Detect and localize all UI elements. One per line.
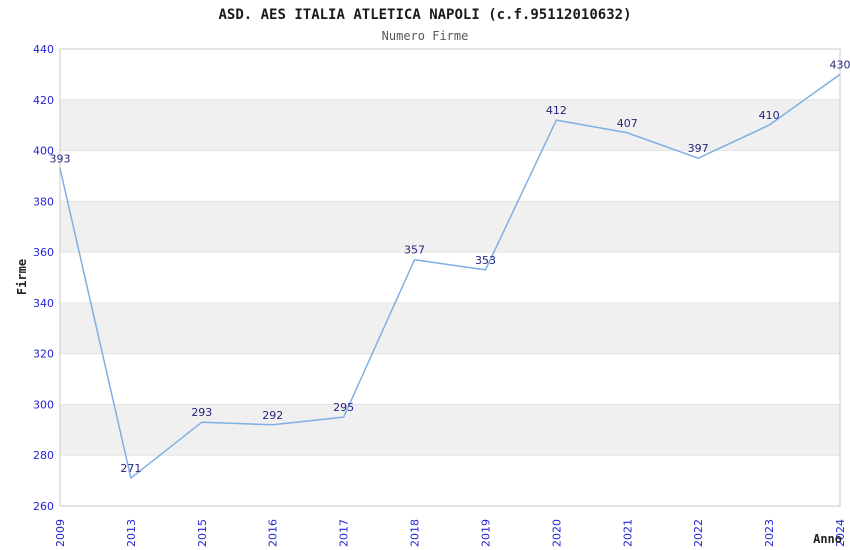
x-tick-label: 2013 bbox=[125, 519, 138, 547]
plot-band bbox=[60, 99, 840, 151]
x-tick-label: 2021 bbox=[621, 519, 634, 547]
y-tick-label: 420 bbox=[33, 94, 54, 107]
x-tick-label: 2023 bbox=[763, 519, 776, 547]
data-labels-layer: 393 271 293 292 295 357 353 412 407 397 410 430 bbox=[50, 58, 850, 475]
series-layer bbox=[59, 73, 841, 479]
x-tick-label: 2019 bbox=[479, 519, 492, 547]
series-line bbox=[59, 73, 841, 479]
data-point-label: 271 bbox=[120, 462, 141, 475]
data-point-label: 412 bbox=[546, 104, 567, 117]
data-point-label: 430 bbox=[830, 58, 850, 71]
y-tick-label: 380 bbox=[33, 195, 54, 208]
y-tick-label: 300 bbox=[33, 398, 54, 411]
data-point-label: 353 bbox=[475, 254, 496, 267]
chart-subtitle: Numero Firme bbox=[382, 29, 469, 43]
plot-band bbox=[60, 201, 840, 253]
data-point-label: 407 bbox=[617, 117, 638, 130]
data-point-label: 357 bbox=[404, 244, 425, 257]
plot-border bbox=[59, 48, 841, 507]
y-tick-label: 440 bbox=[33, 43, 54, 56]
y-axis-title: Firme bbox=[15, 259, 29, 295]
data-point-label: 410 bbox=[759, 109, 780, 122]
data-point-label: 397 bbox=[688, 142, 709, 155]
x-tick-label: 2009 bbox=[54, 519, 67, 547]
y-tick-label: 400 bbox=[33, 145, 54, 158]
x-tick-label: 2017 bbox=[338, 519, 351, 547]
data-point-label: 393 bbox=[50, 152, 71, 165]
data-point-label: 293 bbox=[191, 406, 212, 419]
y-tick-label: 340 bbox=[33, 297, 54, 310]
y-tick-label: 280 bbox=[33, 449, 54, 462]
x-tick-label: 2015 bbox=[196, 519, 209, 547]
x-tick-label: 2018 bbox=[409, 519, 422, 547]
plot-band bbox=[60, 404, 840, 456]
x-tick-label: 2020 bbox=[550, 519, 563, 547]
plot-bands bbox=[60, 99, 840, 456]
y-tick-label: 320 bbox=[33, 348, 54, 361]
data-point-label: 292 bbox=[262, 409, 283, 422]
x-axis-title: Anno bbox=[813, 532, 842, 546]
gridlines bbox=[60, 99, 840, 456]
chart-title: ASD. AES ITALIA ATLETICA NAPOLI (c.f.951… bbox=[218, 7, 631, 23]
data-point-label: 295 bbox=[333, 401, 354, 414]
x-tick-label: 2022 bbox=[692, 519, 705, 547]
x-tick-label: 2024 bbox=[834, 519, 847, 547]
plot-band bbox=[60, 302, 840, 354]
x-tick-label: 2016 bbox=[267, 519, 280, 547]
plot-border-rect bbox=[59, 48, 841, 507]
y-tick-label: 260 bbox=[33, 500, 54, 513]
y-tick-label: 360 bbox=[33, 246, 54, 259]
